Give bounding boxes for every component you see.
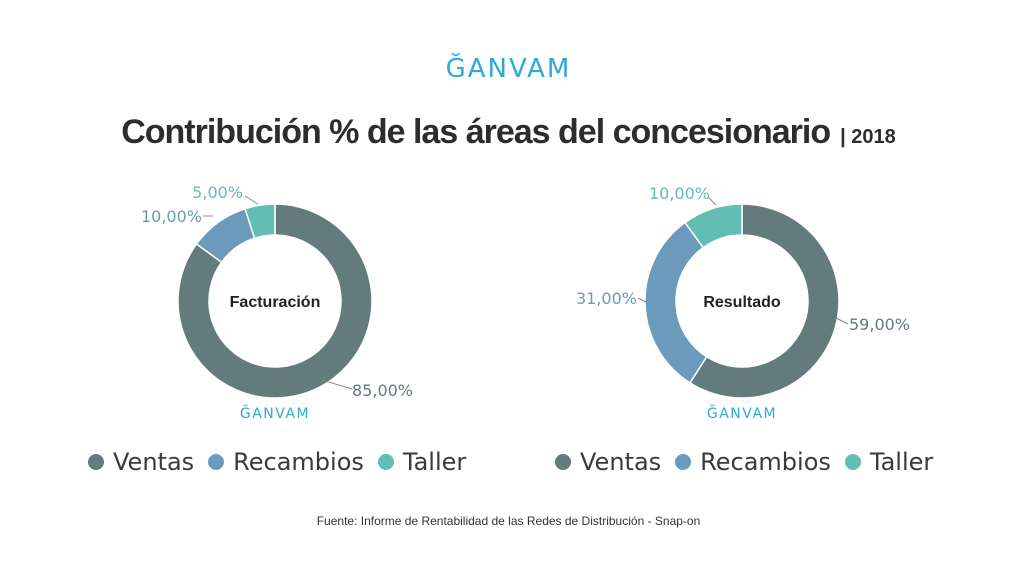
donut-center-title: Facturación [230,294,321,311]
legend-marker [377,454,394,470]
legend-resultado: Ventas Recambios Taller [555,448,947,476]
legend-facturacion: Ventas Recambios Taller [88,448,480,476]
leader-line-taller [707,196,717,206]
brand-logo: ĞANVAM [0,54,1017,84]
data-label-ventas: 85,00% [352,381,413,400]
donut-chart-resultado: 59,00% 31,00% 10,00% Resultado ĞANVAM [576,184,910,422]
legend-item-taller: Taller [377,448,467,476]
data-label-ventas: 59,00% [849,315,910,334]
data-label-taller: 10,00% [649,184,710,203]
data-label-recambios: 10,00% [141,207,202,226]
legend-item-recambios: Recambios [675,448,831,476]
chart-logo: ĞANVAM [240,404,310,422]
source-note: Fuente: Informe de Rentabilidad de las R… [316,514,701,528]
donut-center-title: Resultado [703,294,781,311]
year-label: | 2018 [840,126,896,148]
page-title: Contribución % de las áreas del concesio… [121,113,831,151]
legend-marker [844,454,861,470]
brand-logo-text: ĞANVAM [445,54,572,84]
leader-line-taller [244,195,259,205]
leader-line-ventas [835,317,849,325]
legend-label: Ventas [580,448,662,476]
slice-recambios [644,221,708,384]
slice-taller [244,203,276,240]
slice-ventas [177,203,373,399]
legend-label: Taller [869,448,934,476]
slice-taller [683,203,743,249]
chart-title-block: Contribución % de las áreas del concesio… [0,113,1017,152]
donut-chart-facturacion: 85,00% 10,00% 5,00% Facturación ĞANVAM [141,183,413,422]
legend-label: Ventas [113,448,195,476]
legend-marker [208,454,225,470]
data-label-taller: 5,00% [192,183,243,202]
legend-label: Recambios [700,448,831,476]
legend-label: Taller [402,448,467,476]
legend-marker [88,454,104,470]
data-label-recambios: 31,00% [576,289,637,308]
legend-item-recambios: Recambios [208,448,364,476]
leader-line-recambios [637,297,647,303]
slice-ventas [688,203,840,399]
legend-item-ventas: Ventas [555,448,661,476]
legend-item-ventas: Ventas [88,448,194,476]
legend-marker [675,454,692,470]
legend-label: Recambios [233,448,364,476]
legend-marker [555,454,571,470]
legend-item-taller: Taller [844,448,934,476]
leader-line-ventas [321,379,353,390]
chart-logo: ĞANVAM [707,404,777,422]
